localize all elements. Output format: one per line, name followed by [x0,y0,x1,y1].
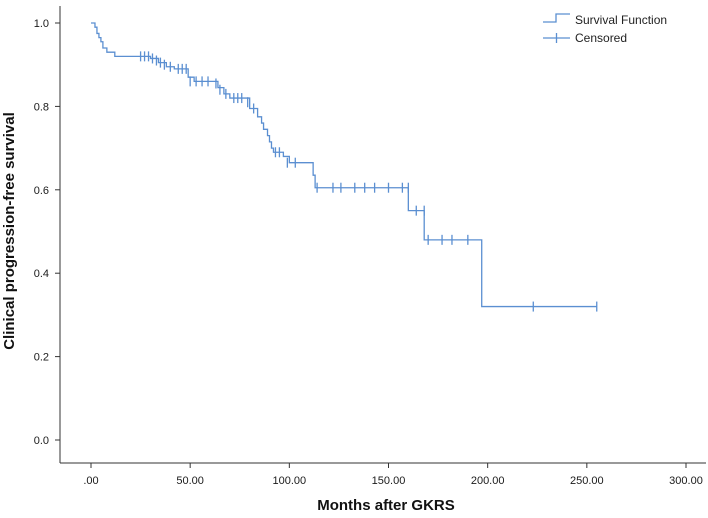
x-tick-label: 200.00 [471,475,505,487]
x-tick-label: .00 [83,475,98,487]
x-tick-label: 300.00 [669,475,703,487]
survival-function-line [91,22,597,308]
x-axis-title: Months after GKRS [317,497,455,514]
y-tick-label: 0.2 [34,352,49,364]
legend: Survival Function Censored [543,13,667,45]
x-tick-label: 250.00 [570,475,604,487]
axes [59,6,706,464]
legend-survival-label: Survival Function [575,13,667,27]
x-tick-label: 100.00 [273,475,307,487]
legend-censored-label: Censored [575,31,627,45]
x-tick-label: 50.00 [176,475,204,487]
x-tick-labels: .00 50.00 100.00 150.00 200.00 250.00 300.00 [83,463,703,487]
y-tick-labels: 0.0 0.2 0.4 0.6 0.8 1.0 [34,18,60,447]
y-axis-title: Clinical progression-free survival [1,112,18,350]
y-tick-label: 0.8 [34,101,49,113]
censored-marks [139,51,598,312]
y-tick-label: 1.0 [34,18,49,30]
y-tick-label: 0.4 [34,268,49,280]
y-tick-label: 0.0 [34,435,49,447]
x-tick-label: 150.00 [372,475,406,487]
y-tick-label: 0.6 [34,185,49,197]
legend-survival-swatch [543,13,570,23]
